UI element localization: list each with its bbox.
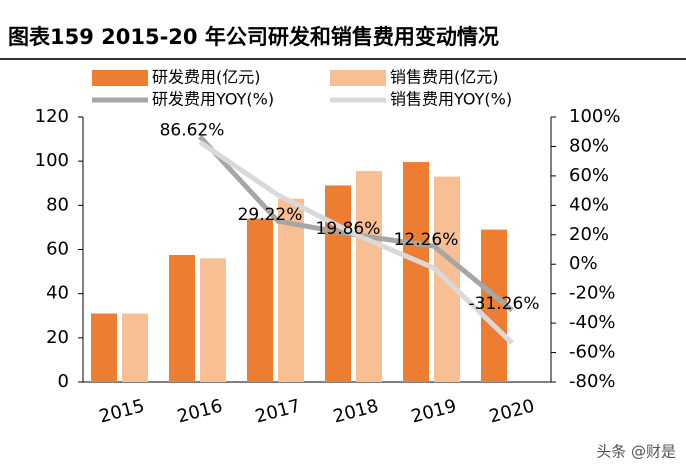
bar xyxy=(325,185,351,382)
y-tick-label: 40 xyxy=(46,283,69,304)
legend-swatch xyxy=(92,70,148,86)
y2-tick-label: -40% xyxy=(569,312,616,333)
y-tick-label: 100 xyxy=(35,150,69,171)
bar xyxy=(91,313,117,382)
legend-label: 研发费用(亿元) xyxy=(152,68,261,87)
bar xyxy=(169,255,195,382)
y-tick-label: 60 xyxy=(46,239,69,260)
bar xyxy=(356,171,382,382)
chart-title: 图表159 2015-20 年公司研发和销售费用变动情况 xyxy=(8,25,499,49)
x-tick-label: 2017 xyxy=(253,395,303,427)
bar xyxy=(122,313,148,382)
x-tick-label: 2020 xyxy=(487,395,537,427)
y2-tick-label: -60% xyxy=(569,342,616,363)
bar xyxy=(200,258,226,382)
y2-tick-label: 100% xyxy=(569,106,620,127)
value-label: 86.62% xyxy=(160,121,225,141)
x-tick-label: 2019 xyxy=(409,395,459,427)
x-tick-label: 2018 xyxy=(331,395,381,427)
legend-label: 销售费用YOY(%) xyxy=(390,90,512,109)
bar xyxy=(403,162,429,382)
legend-swatch xyxy=(330,70,386,86)
value-label: 29.22% xyxy=(238,205,303,225)
y2-tick-label: 80% xyxy=(569,135,609,156)
legend-label: 研发费用YOY(%) xyxy=(152,90,274,109)
watermark: 头条 @财是 xyxy=(596,443,676,461)
x-tick-label: 2016 xyxy=(175,395,225,427)
bar xyxy=(247,218,273,382)
y-tick-label: 0 xyxy=(58,371,69,392)
y2-tick-label: 0% xyxy=(569,253,598,274)
value-label: 19.86% xyxy=(316,219,381,239)
y2-tick-label: -20% xyxy=(569,283,616,304)
y-tick-label: 20 xyxy=(46,327,69,348)
legend-label: 销售费用(亿元) xyxy=(390,68,499,87)
y-tick-label: 80 xyxy=(46,194,69,215)
y2-tick-label: 20% xyxy=(569,224,609,245)
y-tick-label: 120 xyxy=(35,106,69,127)
value-label: -31.26% xyxy=(469,294,540,314)
y2-tick-label: 60% xyxy=(569,165,609,186)
line xyxy=(198,139,514,345)
x-tick-label: 2015 xyxy=(97,395,147,427)
value-label: 12.26% xyxy=(394,230,459,250)
y2-tick-label: -80% xyxy=(569,371,616,392)
bar xyxy=(278,198,304,382)
y2-tick-label: 40% xyxy=(569,194,609,215)
